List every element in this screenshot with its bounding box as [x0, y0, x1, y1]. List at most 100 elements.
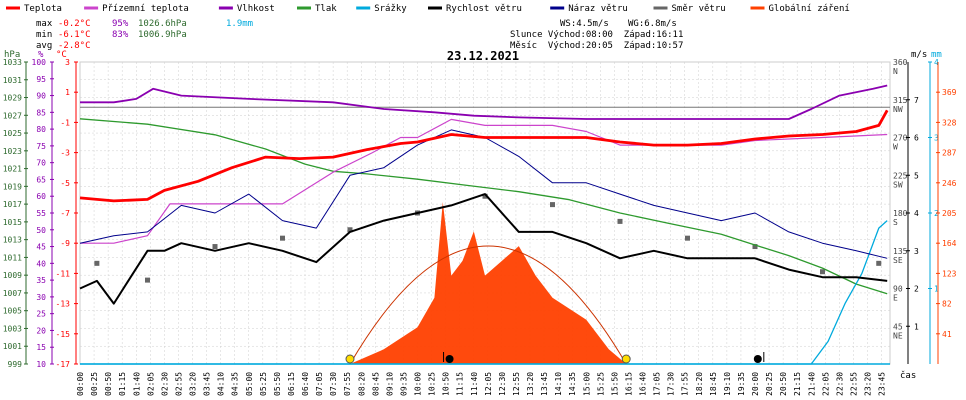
x-tick-label: 10:00: [414, 372, 423, 396]
humidity-tick: 100: [32, 58, 47, 67]
direction-point: [752, 244, 758, 250]
stat-avg-temp: -2.8°C: [58, 41, 91, 51]
wind-direction-points: [94, 193, 882, 283]
x-tick-label: 03:20: [189, 372, 198, 396]
direction-point: [617, 218, 623, 224]
x-tick-label: 01:40: [132, 372, 141, 396]
x-tick-label: 00:25: [90, 372, 99, 396]
moonrise-icon: [753, 355, 762, 363]
humidity-tick: 55: [36, 209, 46, 218]
legend-label: Teplota: [24, 4, 62, 14]
stat-avg-label: avg: [36, 41, 52, 51]
temperature-tick: -11: [56, 269, 71, 278]
x-tick-label: 12:55: [512, 372, 521, 396]
x-tick-label: 05:00: [245, 372, 254, 396]
axis-units: hPa % °C m/s mm: [4, 50, 942, 60]
legend-label: Přízemní teplota: [102, 4, 189, 14]
legend: Teplota Přízemní teplota Vlhkost Tlak Srážky…: [6, 4, 850, 14]
x-tick-label: 07:05: [315, 372, 324, 396]
legend-label: Směr větru: [672, 4, 726, 14]
x-tick-label: 10:50: [442, 372, 451, 396]
direction-tick-dir: N: [893, 67, 898, 76]
chart-title: 23.12.2021: [447, 49, 519, 63]
temperature-tick: -3: [60, 149, 70, 158]
rain-tick: 4: [934, 58, 939, 67]
x-tick-label: 00:00: [76, 372, 85, 396]
x-tick-label: 22:30: [835, 372, 844, 396]
x-tick-label: 11:15: [456, 372, 465, 396]
stat-min-label: min: [36, 30, 52, 40]
x-tick-label: 22:55: [849, 372, 858, 396]
y-axes: 1033103110291027102510231021101910171015…: [3, 58, 957, 369]
x-tick-label: 12:05: [484, 372, 493, 396]
legend-label: Globální záření: [769, 4, 850, 14]
series-vlhkost: [80, 84, 888, 120]
stat-max-label: max: [36, 19, 53, 29]
x-tick-label: 07:30: [329, 372, 338, 396]
legend-label: Rychlost větru: [446, 4, 522, 14]
info-wg: WG:6.8m/s: [628, 19, 677, 29]
pressure-tick: 1011: [3, 253, 22, 262]
series-lines: [79, 84, 889, 365]
x-tick-label: 13:20: [526, 372, 535, 396]
stat-min-press: 1006.9hPa: [138, 30, 187, 40]
pressure-tick: 1021: [3, 165, 22, 174]
legend-label: Náraz větru: [568, 4, 628, 14]
direction-tick-dir: SW: [893, 180, 903, 189]
wind-tick: 7: [914, 96, 919, 105]
x-tick-label: 02:55: [174, 372, 183, 396]
pressure-tick: 1007: [3, 289, 22, 298]
pressure-tick: 1001: [3, 342, 22, 351]
x-tick-label: 21:15: [793, 372, 802, 396]
stat-max-hum: 95%: [112, 19, 129, 29]
temperature-unit: °C: [56, 50, 67, 60]
radiation-fill: [350, 202, 627, 364]
stat-max-press: 1026.6hPa: [138, 19, 187, 29]
direction-tick: 135: [893, 247, 908, 256]
x-tick-label: 02:05: [146, 372, 155, 396]
x-tick-label: 03:45: [203, 372, 212, 396]
pressure-tick: 1003: [3, 324, 22, 333]
direction-point: [820, 269, 825, 275]
x-tick-label: 00:50: [104, 372, 113, 396]
humidity-tick: 20: [36, 326, 46, 335]
humidity-tick: 45: [36, 243, 46, 252]
x-tick-label: 19:10: [723, 372, 732, 396]
rain-tick: 1: [934, 285, 939, 294]
x-tick-label: 14:35: [568, 372, 577, 396]
humidity-tick: 90: [36, 92, 46, 101]
temperature-tick: -13: [56, 300, 71, 309]
pressure-tick: 1013: [3, 236, 22, 245]
x-tick-label: 15:50: [610, 372, 619, 396]
pressure-tick: 1033: [3, 58, 22, 67]
x-tick-label: 02:30: [160, 372, 169, 396]
radiation-tick: 328: [942, 118, 957, 127]
temperature-tick: -17: [56, 360, 71, 369]
stat-max-temp: -0.2°C: [58, 19, 91, 29]
stat-min-hum: 83%: [112, 30, 129, 40]
humidity-tick: 70: [36, 159, 46, 168]
direction-tick-dir: E: [893, 294, 898, 303]
wind-tick: 4: [914, 209, 919, 218]
direction-tick: 90: [893, 285, 903, 294]
humidity-unit: %: [38, 50, 44, 60]
temperature-tick: -9: [60, 239, 70, 248]
series-rychlost-v-tru: [79, 193, 888, 305]
radiation-area: [349, 202, 627, 365]
humidity-tick: 75: [36, 142, 46, 151]
x-tick-label: 23:45: [878, 372, 887, 396]
x-tick-label: 17:55: [681, 372, 690, 396]
direction-tick: 270: [893, 134, 908, 143]
wind-unit: m/s: [911, 50, 927, 60]
stat-min-temp: -6.1°C: [58, 30, 91, 40]
x-tick-label: 11:40: [470, 372, 479, 396]
wind-tick: 5: [914, 171, 919, 180]
humidity-tick: 10: [36, 360, 46, 369]
direction-tick: 180: [893, 209, 908, 218]
direction-point: [550, 202, 555, 208]
series-tlak: [79, 118, 888, 295]
humidity-tick: 25: [36, 310, 46, 319]
wind-tick: 3: [914, 247, 919, 256]
legend-label: Tlak: [315, 4, 337, 14]
x-tick-label: 07:55: [343, 372, 352, 396]
